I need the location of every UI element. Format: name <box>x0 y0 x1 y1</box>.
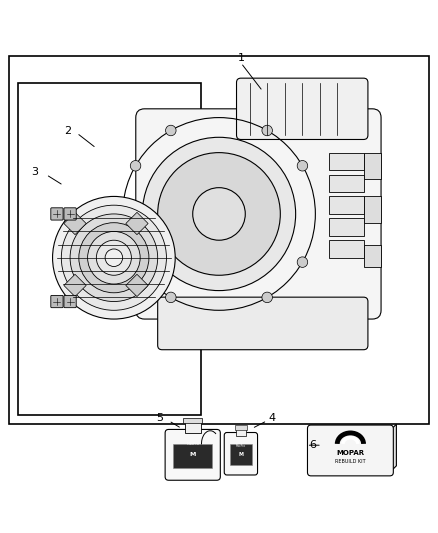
Text: MaxPro: MaxPro <box>236 444 246 448</box>
Ellipse shape <box>79 223 149 293</box>
Bar <box>126 274 148 296</box>
FancyBboxPatch shape <box>136 109 381 319</box>
Circle shape <box>130 257 141 268</box>
Text: M: M <box>190 453 196 457</box>
Ellipse shape <box>96 240 131 275</box>
Bar <box>364 152 381 179</box>
Bar <box>328 197 364 214</box>
FancyBboxPatch shape <box>64 208 76 220</box>
Text: 3: 3 <box>32 167 39 177</box>
Polygon shape <box>390 424 396 472</box>
Bar <box>64 212 86 235</box>
Bar <box>328 174 364 192</box>
Bar <box>185 422 201 433</box>
Bar <box>328 152 364 170</box>
Bar <box>18 83 201 415</box>
Ellipse shape <box>88 231 140 284</box>
Text: 5: 5 <box>156 413 163 423</box>
Circle shape <box>297 257 308 268</box>
Text: MOPAR: MOPAR <box>336 450 364 456</box>
Bar <box>9 56 429 424</box>
FancyBboxPatch shape <box>165 430 220 480</box>
Bar <box>235 425 247 430</box>
FancyBboxPatch shape <box>51 208 63 220</box>
Circle shape <box>297 160 308 171</box>
Text: M: M <box>238 453 244 457</box>
FancyBboxPatch shape <box>224 432 258 475</box>
Bar <box>236 429 246 436</box>
Circle shape <box>193 188 245 240</box>
Bar <box>328 240 364 258</box>
Ellipse shape <box>53 197 175 319</box>
Text: 2: 2 <box>64 126 71 136</box>
Bar <box>328 219 364 236</box>
Circle shape <box>166 292 176 303</box>
Ellipse shape <box>70 214 158 302</box>
Bar <box>183 418 202 423</box>
Circle shape <box>158 152 280 275</box>
Circle shape <box>142 138 296 290</box>
Text: 1: 1 <box>237 53 244 63</box>
Text: MaxPro: MaxPro <box>186 442 199 446</box>
Ellipse shape <box>105 249 123 266</box>
Bar <box>364 245 381 266</box>
FancyBboxPatch shape <box>64 295 76 308</box>
Ellipse shape <box>61 205 166 310</box>
Text: 4: 4 <box>268 413 275 423</box>
Bar <box>126 212 148 235</box>
Text: 6: 6 <box>310 440 317 450</box>
Circle shape <box>130 160 141 171</box>
Circle shape <box>166 125 176 136</box>
FancyBboxPatch shape <box>237 78 368 140</box>
Bar <box>230 444 252 465</box>
Circle shape <box>262 125 272 136</box>
Bar <box>64 274 86 296</box>
Circle shape <box>262 292 272 303</box>
FancyBboxPatch shape <box>51 295 63 308</box>
FancyBboxPatch shape <box>307 425 393 476</box>
Text: REBUILD KIT: REBUILD KIT <box>335 459 366 464</box>
Bar <box>364 197 381 223</box>
FancyBboxPatch shape <box>158 297 368 350</box>
Bar <box>173 444 212 468</box>
